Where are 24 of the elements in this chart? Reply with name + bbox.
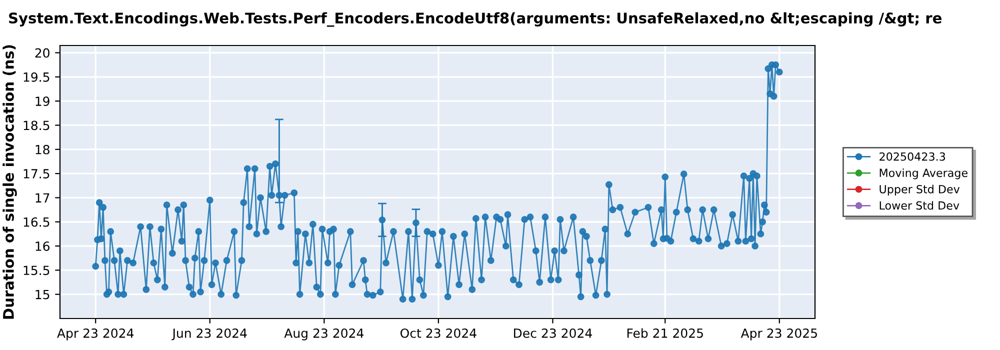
- x-tick-label: Apr 23 2025: [740, 328, 817, 340]
- y-tick-label: 19: [36, 96, 50, 106]
- x-tick-label: Oct 23 2024: [400, 328, 476, 338]
- legend-label: Lower Std Dev: [880, 201, 960, 210]
- y-axis-title: Duration of single invocation (ns): [2, 45, 17, 319]
- legend-label: Upper Std Dev: [880, 184, 960, 196]
- x-tick-label: Apr 23 2024: [57, 328, 134, 340]
- y-tick-label: 20: [35, 48, 50, 58]
- legend-label: Moving Average: [880, 168, 968, 180]
- y-tick-label: 16: [36, 241, 50, 251]
- y-tick-label: 15.5: [24, 266, 50, 276]
- legend-label: 20250423.3: [880, 152, 946, 161]
- y-tick-label: 18.5: [24, 120, 50, 130]
- y-tick-label: 18: [36, 144, 50, 154]
- y-tick-label: 19.5: [24, 72, 50, 82]
- chart-title: System.Text.Encodings.Web.Tests.Perf_Encoders.EncodeUtf8(arguments: UnsafeRelaxed,no &lt;escaping /&gt; re: [9, 12, 942, 27]
- x-tick-label: Feb 21 2025: [627, 328, 703, 338]
- x-tick-label: Aug 23 2024: [284, 328, 364, 340]
- y-tick-label: 16.5: [24, 217, 50, 227]
- x-tick-label: Dec 23 2024: [514, 328, 592, 338]
- x-tick-label: Jun 23 2024: [172, 328, 247, 340]
- y-tick-label: 15: [36, 290, 50, 300]
- y-tick-label: 17.5: [24, 169, 50, 178]
- y-tick-label: 17: [36, 193, 50, 202]
